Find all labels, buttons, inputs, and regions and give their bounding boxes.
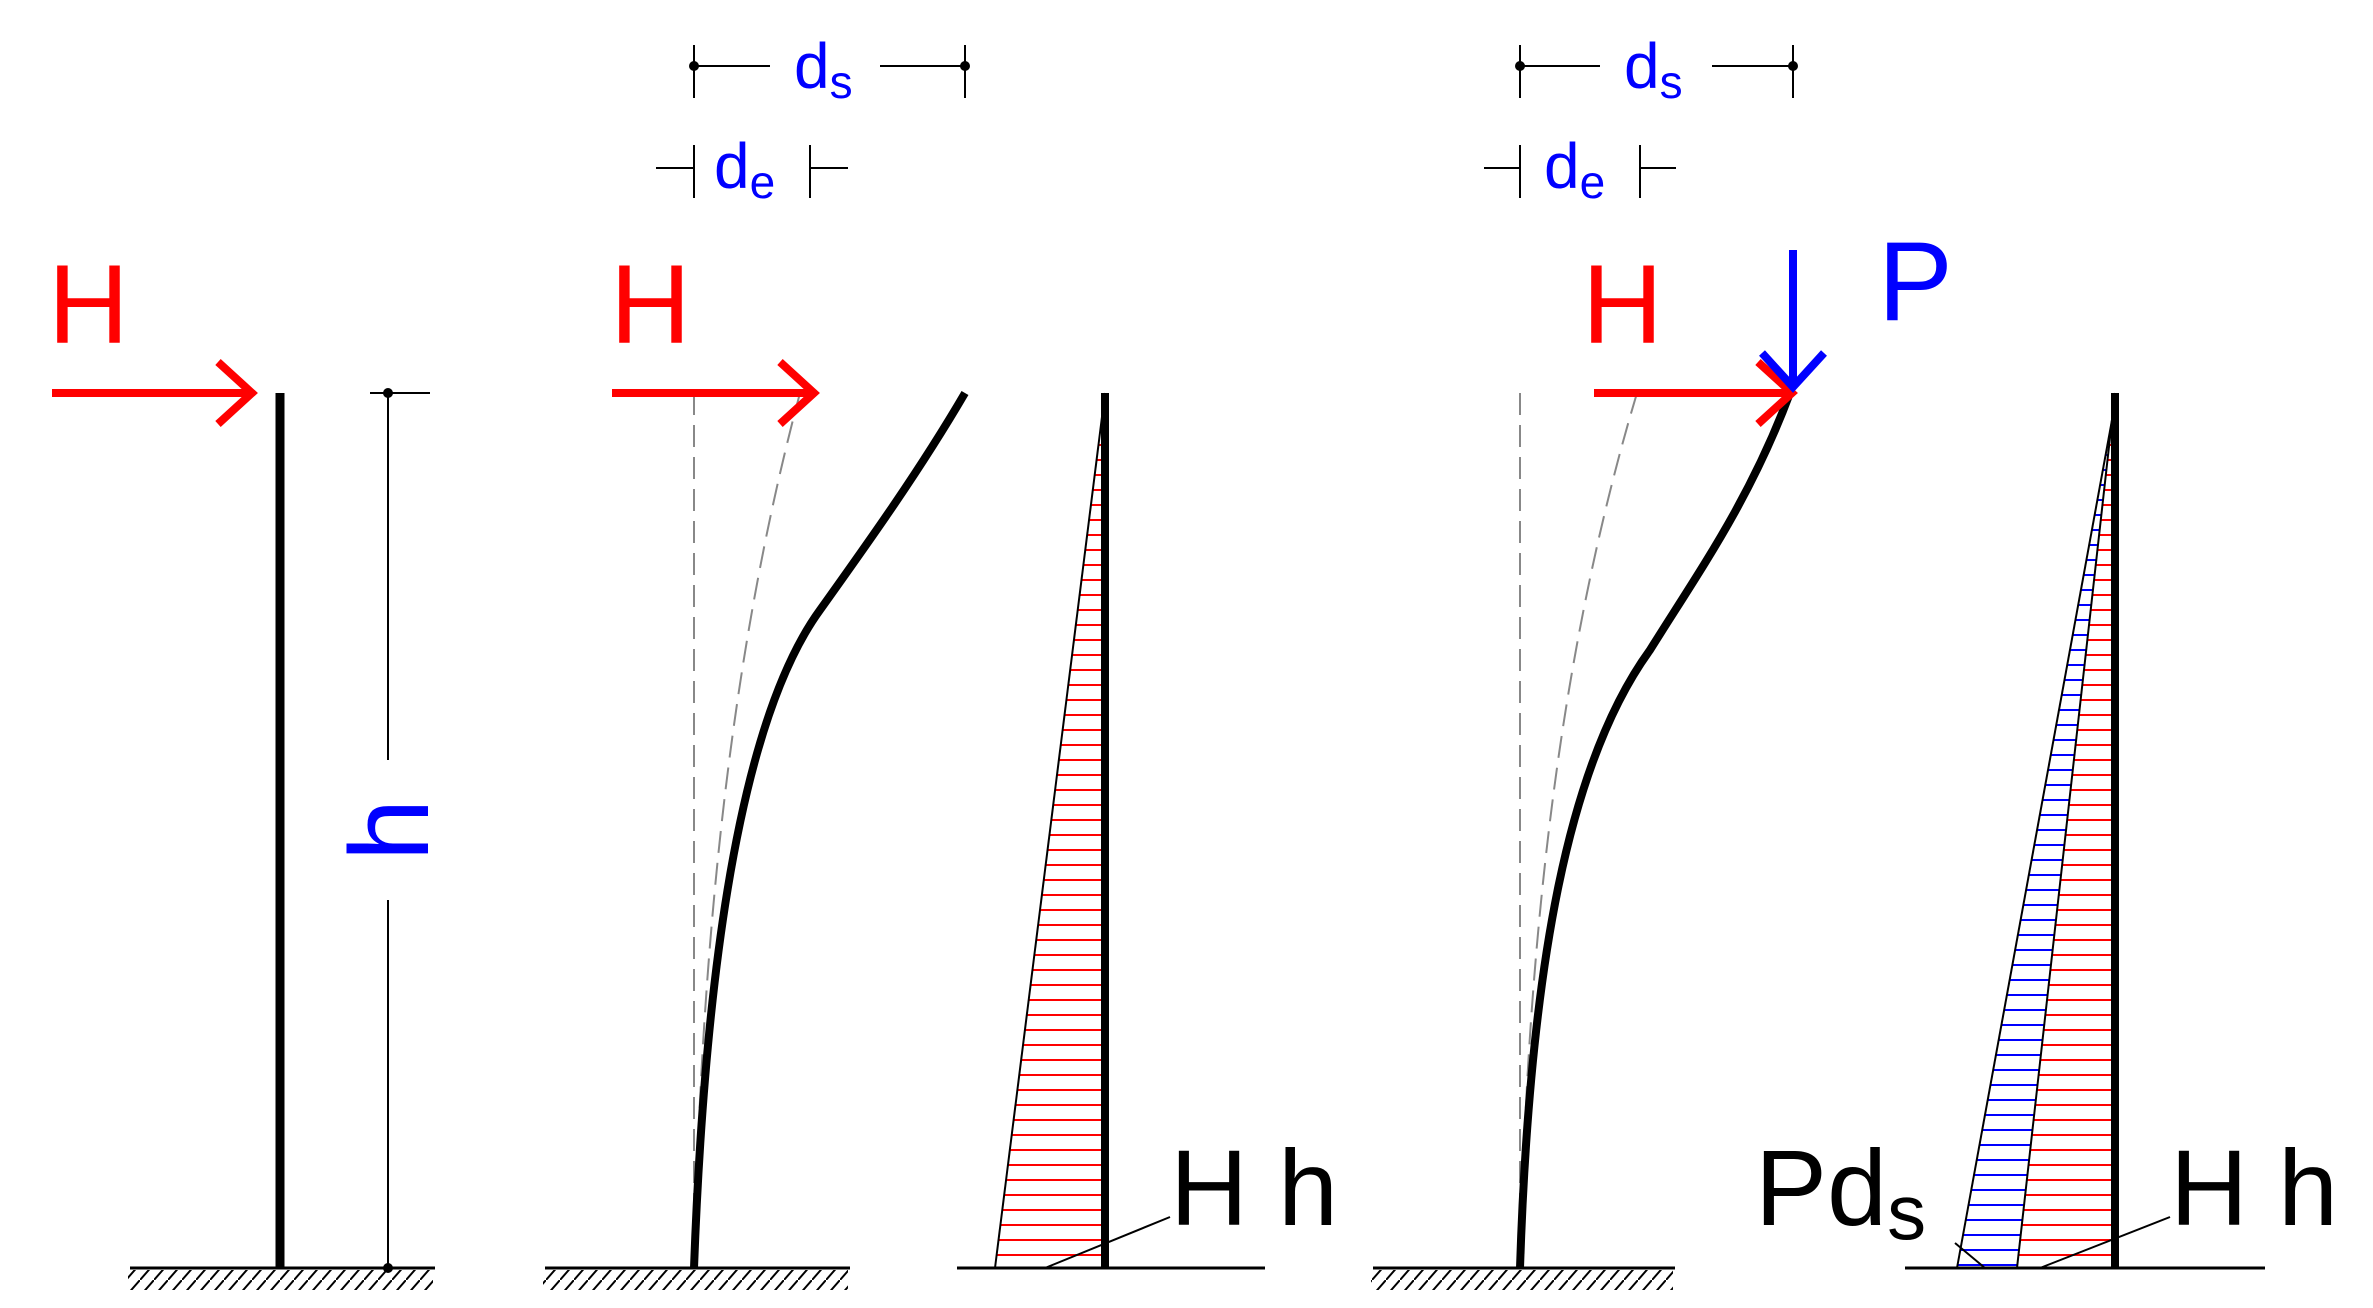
panel-undeformed-column: H h (48, 242, 452, 1290)
ds-dimension: ds (1515, 30, 1798, 108)
force-h-arrowhead (215, 359, 258, 427)
moment-envelope-line (994, 392, 1106, 1269)
moment-label-leader (1044, 1216, 1171, 1269)
force-h-label: H (48, 242, 129, 367)
ds-label-sub: s (1660, 56, 1683, 108)
moment-hh-label: H h (2170, 1127, 2338, 1248)
panel-first-order-deflection: H ds de H h (543, 30, 1338, 1290)
force-h-arrowhead (1755, 359, 1798, 427)
moment-pds-envelope-line (1956, 419, 2113, 1269)
moment-hh-label: H h (1170, 1127, 1338, 1248)
de-label-base: d (714, 130, 750, 202)
de-label-sub: e (750, 156, 776, 208)
ground-hatch (543, 1270, 848, 1290)
ground-hatch (1371, 1270, 1673, 1290)
moment-hh-leader (2039, 1216, 2171, 1269)
svg-text:de: de (714, 130, 775, 208)
svg-text:de: de (1544, 130, 1605, 208)
height-dim-bottom-node (383, 1263, 393, 1273)
de-dimension: de (1484, 130, 1676, 208)
de-dimension: de (656, 130, 848, 208)
moment-hatch-blue (1957, 424, 2112, 1266)
ground-hatch (128, 1270, 433, 1290)
panel-second-order-deflection: H P ds de (1371, 30, 2338, 1290)
elastic-deflection-curve (693, 392, 801, 1269)
deflected-column (1516, 391, 1794, 1269)
ds-dimension: ds (689, 30, 970, 108)
deflected-column (690, 390, 969, 1269)
moment-hh-envelope-line (2016, 392, 2116, 1269)
elastic-deflection-curve (1519, 392, 1638, 1269)
de-label-base: d (1544, 130, 1580, 202)
force-h-label: H (1582, 242, 1663, 367)
moment-pds-label-base: Pd (1755, 1127, 1887, 1248)
ds-label-sub: s (830, 56, 853, 108)
moment-pds-label: Pds (1755, 1127, 1926, 1256)
moment-pds-label-sub: s (1887, 1168, 1926, 1256)
force-h-label: H (610, 242, 691, 367)
axial-load-p-arrowhead (1759, 350, 1827, 393)
ds-label-base: d (1624, 30, 1660, 102)
svg-text:ds: ds (1624, 30, 1683, 108)
ds-label-base: d (794, 30, 830, 102)
svg-text:ds: ds (794, 30, 853, 108)
moment-diagram-hh: H h (957, 392, 1338, 1270)
axial-load-p-label: P (1878, 219, 1953, 344)
de-label-sub: e (1580, 156, 1606, 208)
moment-pds-leader (1954, 1242, 1986, 1269)
force-h-arrowhead (777, 359, 820, 427)
moment-diagram-combined: Pds H h (1755, 392, 2338, 1270)
height-label: h (327, 799, 452, 861)
